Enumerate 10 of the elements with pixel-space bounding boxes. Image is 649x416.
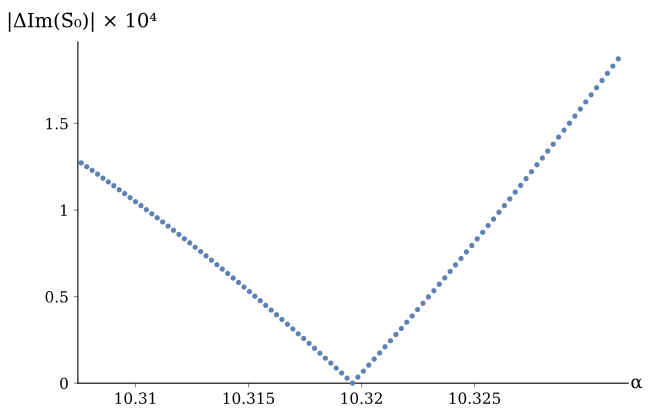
x-tick-label: 10.325 [450, 392, 500, 404]
y-tick-label: 1 [60, 204, 67, 216]
y-tick-label: 0.5 [46, 291, 68, 303]
y-tick-label: 1.5 [46, 118, 68, 130]
x-axis-title: α [631, 378, 642, 388]
y-tick-label: 0 [60, 378, 68, 390]
x-tick-label: 10.315 [224, 392, 274, 404]
x-tick-label: 10.32 [342, 392, 382, 404]
x-tick-label: 10.31 [116, 392, 156, 404]
y-axis-title: |ΔIm(S̄₀)| × 10⁴ [8, 12, 156, 32]
